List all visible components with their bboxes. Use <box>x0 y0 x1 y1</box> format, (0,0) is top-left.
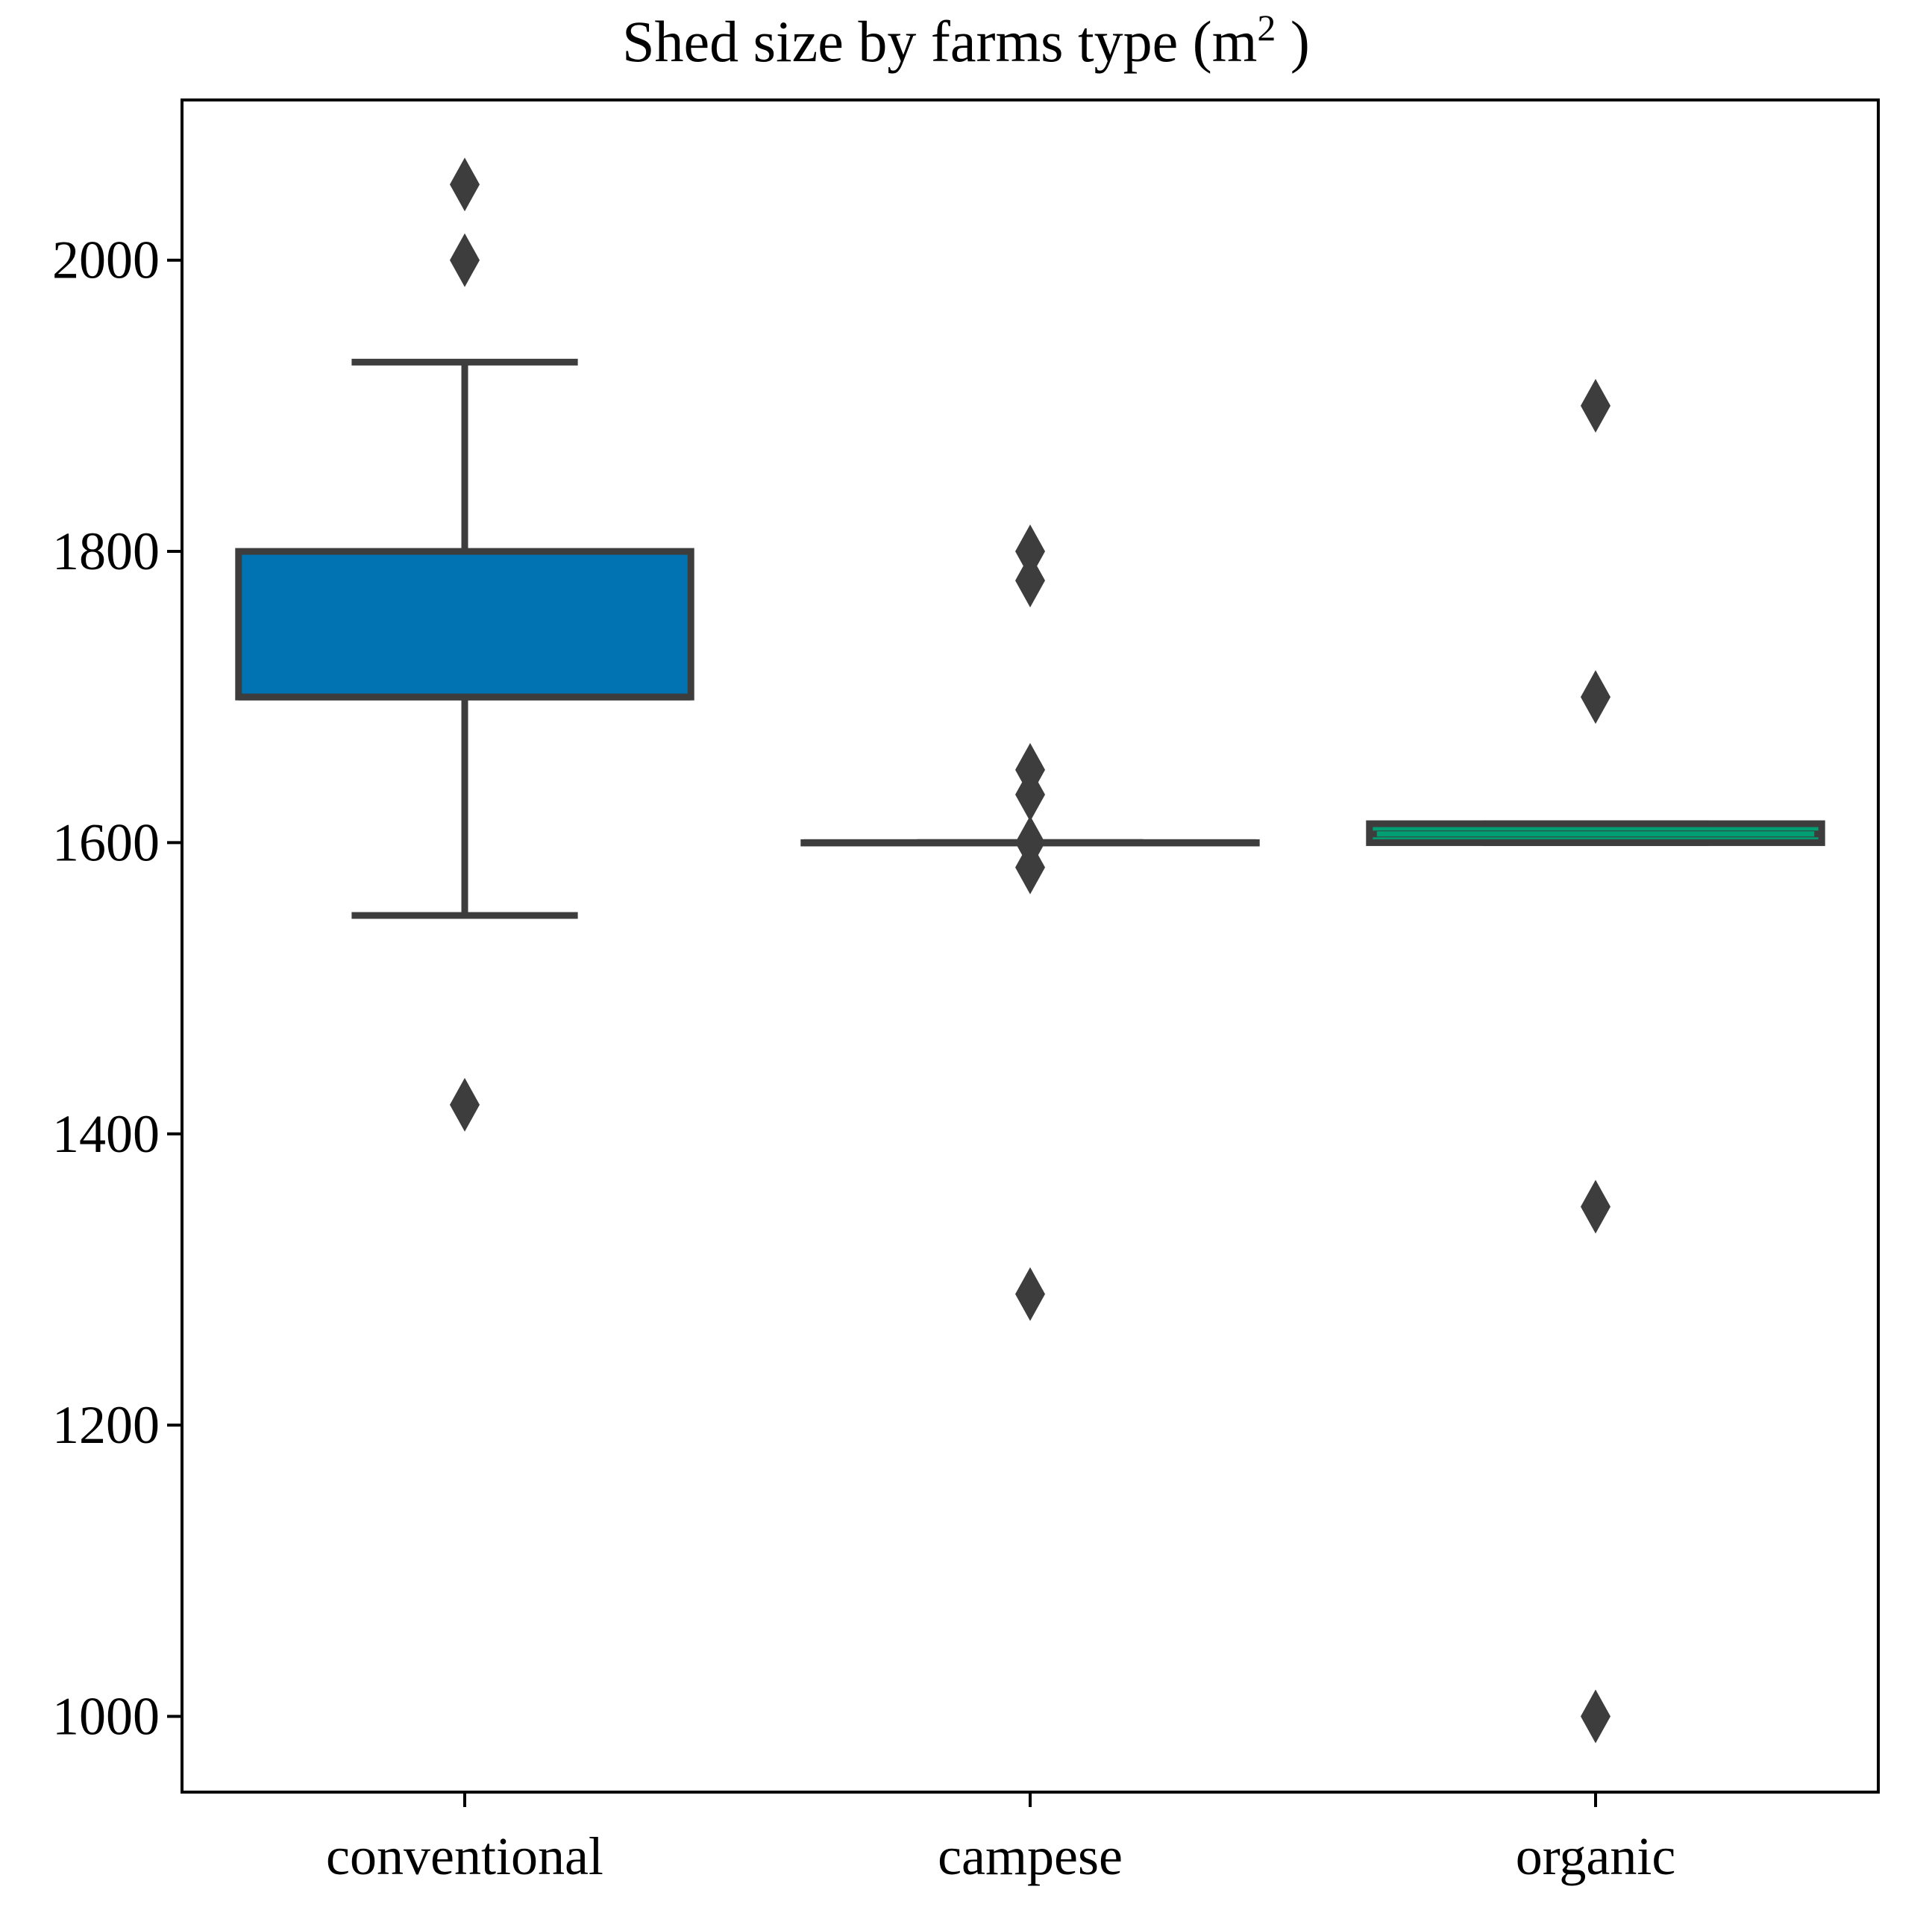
chart-title-suffix: ) <box>1276 9 1309 74</box>
campese-outlier-3 <box>1015 768 1045 822</box>
y-tick-label-1200: 1200 <box>52 1395 160 1455</box>
y-tick-label-1400: 1400 <box>52 1104 160 1164</box>
organic-outlier-1 <box>1581 670 1610 724</box>
axes-frame <box>181 98 1880 1794</box>
conventional-outlier-0 <box>450 157 480 212</box>
chart-title-superscript: 2 <box>1257 7 1276 48</box>
campese-outlier-0 <box>1015 524 1045 579</box>
organic-outlier-0 <box>1581 378 1610 433</box>
conventional-outlier-2 <box>450 1077 480 1132</box>
y-tick-label-1800: 1800 <box>52 522 160 581</box>
organic-outlier-3 <box>1581 1689 1610 1744</box>
organic-outlier-2 <box>1581 1180 1610 1234</box>
x-tick-label-organic: organic <box>1516 1826 1676 1886</box>
campese-outlier-6 <box>1015 1267 1045 1321</box>
chart-title: Shed size by farms type (m2 ) <box>622 7 1310 74</box>
plot-area: 1000 1200 1400 1600 1800 2000 conventional camp… <box>52 98 1880 1886</box>
x-tick-label-conventional: conventional <box>326 1826 603 1886</box>
y-tick-label-2000: 2000 <box>52 231 160 290</box>
chart-title-main: Shed size by farms type (m <box>622 9 1257 74</box>
y-tick-label-1600: 1600 <box>52 812 160 872</box>
y-tick-label-1000: 1000 <box>52 1687 160 1747</box>
campese-outlier-1 <box>1015 554 1045 608</box>
x-tick-label-campese: campese <box>938 1826 1123 1886</box>
campese-outlier-5 <box>1015 840 1045 895</box>
conventional-box <box>235 548 694 701</box>
conventional-outlier-1 <box>450 233 480 287</box>
